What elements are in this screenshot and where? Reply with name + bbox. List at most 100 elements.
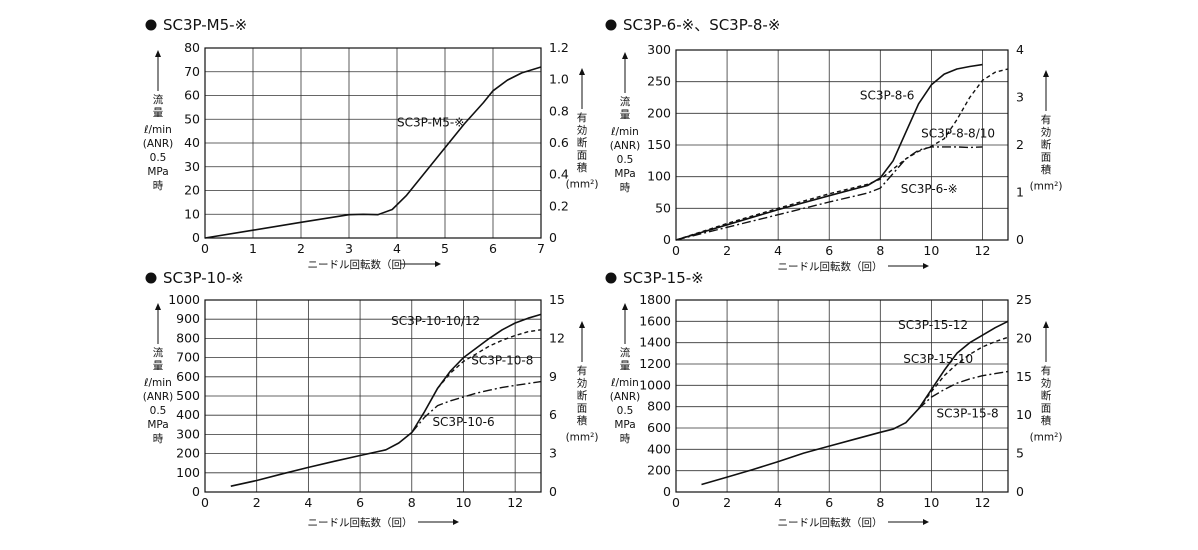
x-tick-label: 10: [923, 495, 939, 510]
y2-tick-label: 1: [1016, 185, 1024, 200]
y-axis-label: MPa: [614, 419, 635, 431]
y2-tick-label: 3: [1016, 90, 1024, 105]
y2-tick-label: 1.2: [549, 40, 569, 55]
x-tick-label: 8: [876, 495, 884, 510]
series-line: [230, 313, 542, 487]
y2-tick-label: 0.2: [549, 198, 569, 213]
y-tick-label: 0: [663, 232, 671, 247]
y-axis-label: (ANR): [610, 391, 641, 403]
series-annotation: SC3P-8-8/10: [921, 126, 995, 140]
y-axis-label: MPa: [614, 168, 635, 180]
y-tick-label: 800: [647, 399, 671, 414]
y2-tick-label: 0: [1016, 232, 1024, 247]
x-axis-label: ニードル回転数（回）: [308, 516, 413, 529]
y-axis-label: ℓ/min: [610, 126, 639, 138]
x-tick-label: 0: [672, 243, 680, 258]
y2-axis-label: 積: [577, 161, 588, 174]
x-tick-label: 2: [723, 495, 731, 510]
y2-axis-label: 断: [577, 389, 588, 402]
y-tick-label: 1400: [639, 335, 671, 350]
y-axis-label: 量: [153, 107, 164, 119]
y-tick-label: 300: [647, 42, 671, 57]
y2-axis-label: 積: [1041, 414, 1052, 427]
series-annotation: SC3P-10-10/12: [391, 314, 480, 328]
y2-tick-label: 12: [549, 330, 565, 345]
x-tick-label: 2: [723, 243, 731, 258]
x-axis-arrowhead-icon: [923, 519, 929, 525]
series-annotation: SC3P-M5-※: [397, 115, 464, 129]
y-tick-label: 200: [647, 105, 671, 120]
y-tick-label: 0: [192, 230, 200, 245]
x-tick-label: 4: [774, 495, 782, 510]
y-axis-label: 0.5: [150, 405, 167, 417]
y2-axis-label: 積: [577, 414, 588, 427]
series-line: [675, 68, 1009, 241]
y2-tick-label: 0.8: [549, 103, 569, 118]
x-tick-label: 2: [253, 495, 261, 510]
y2-axis-label: 面: [1041, 403, 1052, 415]
y2-axis-label: 面: [1041, 152, 1052, 164]
x-tick-label: 6: [356, 495, 364, 510]
x-tick-label: 10: [456, 495, 472, 510]
x-tick-label: 0: [201, 241, 209, 256]
x-tick-label: 4: [393, 241, 401, 256]
y-tick-label: 200: [647, 463, 671, 478]
plot-frame: [675, 299, 1009, 493]
x-tick-label: 6: [825, 243, 833, 258]
y2-tick-label: 1.0: [549, 72, 569, 87]
y2-tick-label: 2: [1016, 137, 1024, 152]
y-tick-label: 100: [176, 465, 200, 480]
y2-axis-label: 有: [577, 111, 588, 124]
x-tick-label: 4: [304, 495, 312, 510]
y2-tick-label: 15: [1016, 369, 1032, 384]
y-tick-label: 60: [184, 88, 200, 103]
y2-tick-label: 0: [1016, 484, 1024, 499]
y2-axis-label: (mm²): [566, 179, 599, 191]
series-line: [675, 146, 983, 241]
series-line: [675, 63, 983, 241]
y-axis-label: 量: [620, 360, 631, 372]
series-line: [918, 370, 1009, 410]
y-tick-label: 50: [655, 200, 671, 215]
y-axis-label: 量: [153, 360, 164, 372]
y2-tick-label: 15: [549, 292, 565, 307]
y-tick-label: 10: [184, 206, 200, 221]
y2-axis-label: (mm²): [566, 432, 599, 444]
title-bullet-icon: [605, 272, 617, 284]
y-tick-label: 40: [184, 135, 200, 150]
y2-axis-label: 効: [577, 377, 588, 390]
y-tick-label: 800: [176, 330, 200, 345]
series-annotation: SC3P-8-6: [860, 88, 915, 102]
y-tick-label: 600: [647, 420, 671, 435]
y-axis-label: MPa: [147, 166, 168, 178]
x-tick-label: 6: [489, 241, 497, 256]
x-tick-label: 8: [876, 243, 884, 258]
x-tick-label: 8: [408, 495, 416, 510]
x-tick-label: 0: [201, 495, 209, 510]
y2-axis-label: 面: [577, 150, 588, 162]
plot-frame: [675, 49, 1009, 241]
series-annotation: SC3P-15-10: [903, 352, 973, 366]
x-tick-label: 12: [507, 495, 523, 510]
series-annotation: SC3P-15-12: [898, 318, 968, 332]
y2-axis-label: 断: [577, 136, 588, 149]
y2-tick-label: 4: [1016, 42, 1024, 57]
chart-title: SC3P-15-※: [623, 269, 704, 287]
y-tick-label: 500: [176, 388, 200, 403]
x-axis-arrowhead-icon: [435, 261, 441, 267]
y2-axis-label: 有: [1041, 113, 1052, 126]
x-axis-label: ニードル回転数（回）: [308, 258, 413, 271]
y-axis-label: 時: [153, 433, 164, 445]
y-axis-arrowhead-icon: [155, 303, 161, 310]
title-bullet-icon: [605, 19, 617, 31]
y-tick-label: 100: [647, 169, 671, 184]
y-axis-label: (ANR): [610, 140, 641, 152]
y-tick-label: 400: [176, 407, 200, 422]
chart-panel-4: SC3P-15-※0 2 4 6 8 10 120200400600800100012001…: [605, 269, 1062, 529]
y2-axis-arrowhead-icon: [1043, 70, 1049, 77]
x-tick-label: 6: [825, 495, 833, 510]
y-axis-label: (ANR): [143, 391, 174, 403]
y-axis-label: 流: [153, 346, 164, 359]
x-tick-label: 0: [672, 495, 680, 510]
